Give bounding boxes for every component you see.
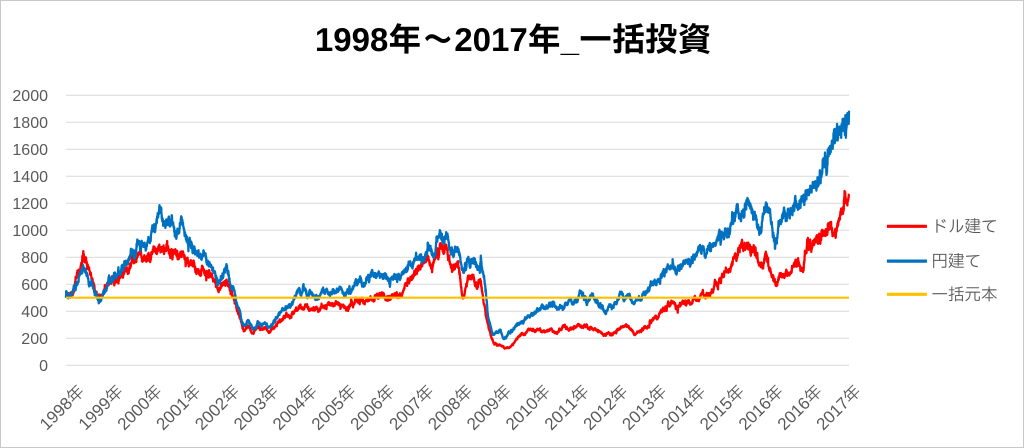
svg-text:1000: 1000 [12, 223, 48, 240]
svg-text:400: 400 [21, 304, 48, 321]
svg-text:1400: 1400 [12, 169, 48, 186]
svg-text:0: 0 [39, 358, 48, 375]
svg-text:2000: 2000 [12, 88, 48, 105]
svg-text:800: 800 [21, 250, 48, 267]
svg-text:1600: 1600 [12, 142, 48, 159]
svg-text:200: 200 [21, 331, 48, 348]
svg-text:600: 600 [21, 277, 48, 294]
svg-text:1200: 1200 [12, 196, 48, 213]
svg-text:1800: 1800 [12, 115, 48, 132]
